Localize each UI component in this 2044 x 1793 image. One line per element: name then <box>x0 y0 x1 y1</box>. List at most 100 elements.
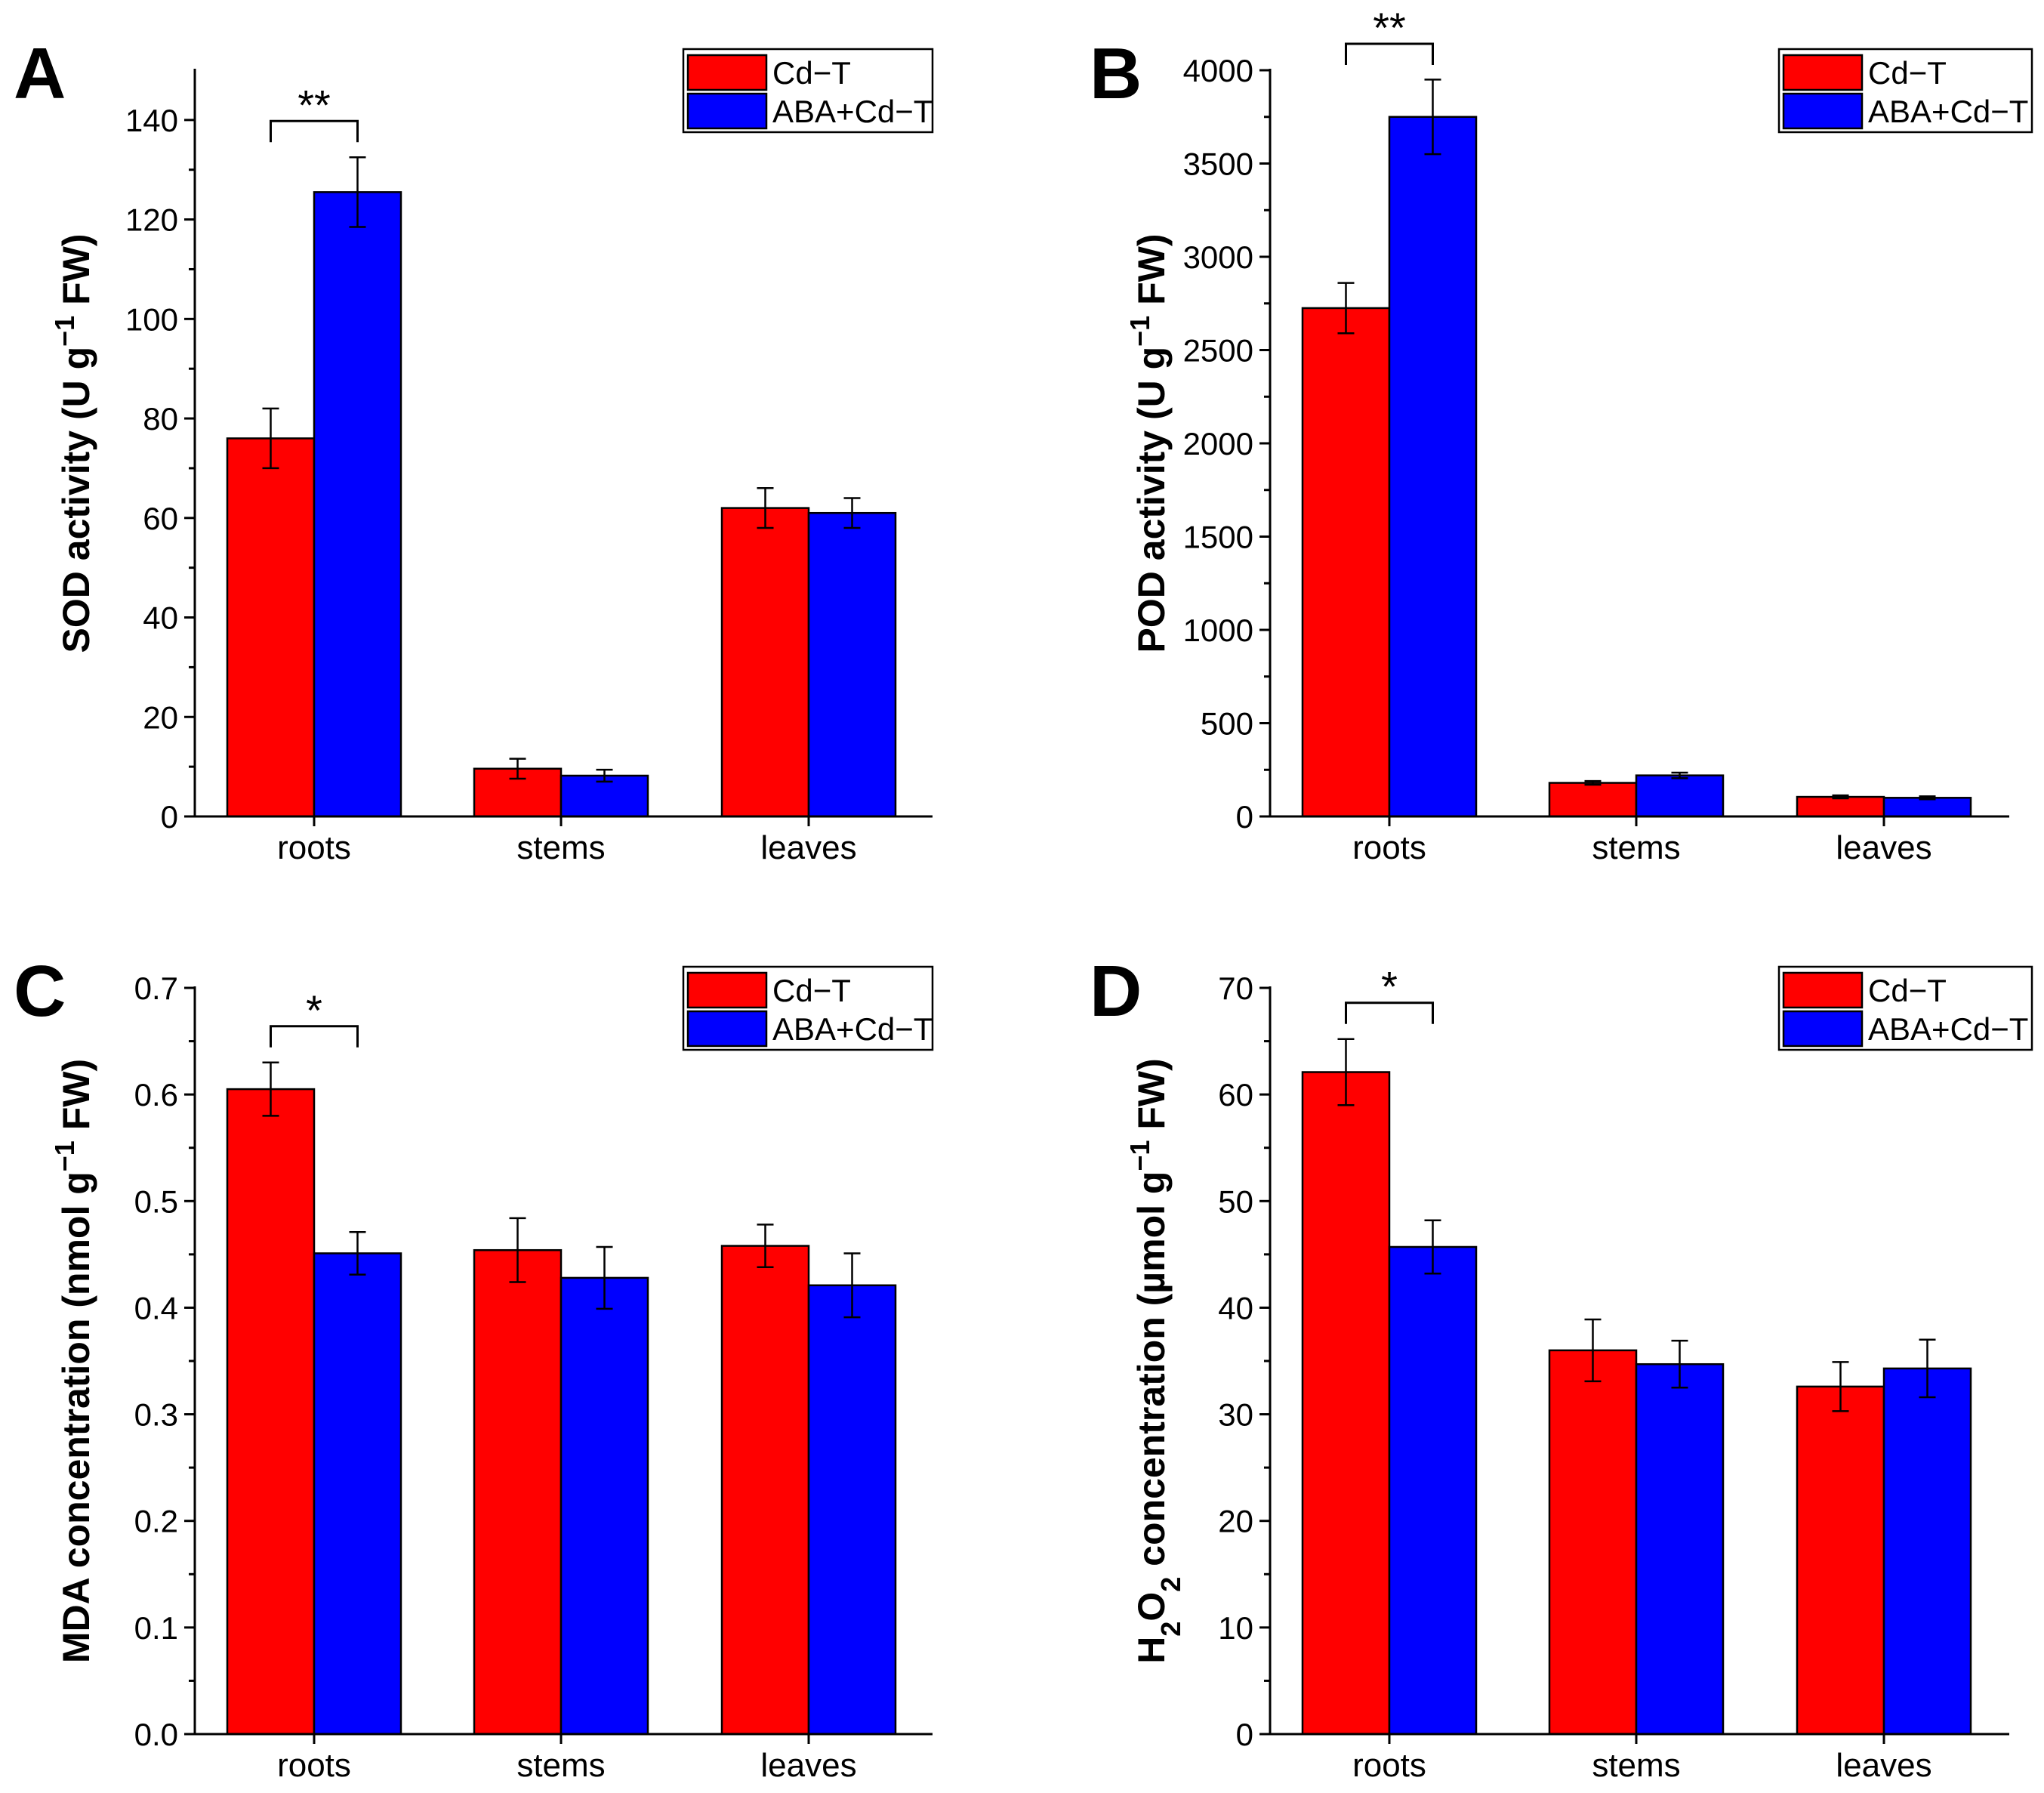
y-tick-label: 0 <box>1236 799 1253 835</box>
x-tick-label: roots <box>277 1747 351 1784</box>
bar-roots-aba-cd-t <box>1388 116 1478 818</box>
significance-label: * <box>1381 963 1398 1011</box>
error-bar <box>509 758 526 780</box>
error-bar <box>1671 771 1688 779</box>
error-bar <box>757 1224 774 1269</box>
y-tick-label: 3000 <box>1183 239 1253 275</box>
bar-roots-cd-t <box>1301 307 1391 818</box>
bar-roots-cd-t <box>1301 1071 1391 1736</box>
significance-label: ** <box>1373 4 1406 51</box>
y-tick-label: 20 <box>1218 1504 1253 1539</box>
legend-swatch <box>686 1010 768 1048</box>
error-bar <box>1832 1361 1849 1412</box>
panel-letter: B <box>1090 33 1142 114</box>
bar-roots-aba-cd-t <box>313 191 402 818</box>
bar-leaves-cd-t <box>720 507 810 818</box>
legend-label: ABA+Cd−T <box>1868 94 2028 129</box>
y-tick-label: 20 <box>143 699 178 735</box>
y-tick-label: 100 <box>125 301 178 337</box>
legend-label: Cd−T <box>1868 55 1947 91</box>
x-tick-label: roots <box>1352 1747 1426 1784</box>
error-bar <box>262 407 279 470</box>
legend-label: ABA+Cd−T <box>1868 1011 2028 1047</box>
y-tick-label: 30 <box>1218 1397 1253 1433</box>
panel-letter: C <box>14 951 66 1032</box>
bar-stems-aba-cd-t <box>1635 1362 1725 1736</box>
error-bar <box>843 497 861 529</box>
y-tick-label: 0.6 <box>134 1077 178 1113</box>
y-tick-label: 80 <box>143 401 178 437</box>
legend-label: Cd−T <box>1868 973 1947 1008</box>
bar-leaves-cd-t <box>1796 795 1885 818</box>
y-tick-label: 1500 <box>1183 520 1253 555</box>
bar-leaves-aba-cd-t <box>1882 797 1972 818</box>
bar-stems-cd-t <box>1548 1349 1638 1736</box>
y-tick-label: 3500 <box>1183 147 1253 182</box>
error-bar <box>1584 779 1602 786</box>
y-tick-label: 500 <box>1201 706 1253 742</box>
y-tick-label: 10 <box>1218 1610 1253 1646</box>
y-tick-label: 0 <box>1236 1717 1253 1752</box>
x-tick-label: leaves <box>1836 829 1931 866</box>
significance-bracket <box>1345 1001 1434 1024</box>
error-bar <box>1337 1038 1355 1106</box>
x-tick-label: leaves <box>1836 1747 1931 1784</box>
y-tick-label: 0.7 <box>134 971 178 1006</box>
x-tick-label: stems <box>516 829 605 866</box>
bar-leaves-cd-t <box>720 1245 810 1736</box>
bar-roots-aba-cd-t <box>1388 1245 1478 1736</box>
y-tick-label: 1000 <box>1183 613 1253 648</box>
bar-leaves-cd-t <box>1796 1385 1885 1736</box>
x-tick-label: leaves <box>760 1747 856 1784</box>
significance-label: ** <box>298 81 331 128</box>
x-tick-label: roots <box>1352 829 1426 866</box>
y-tick-label: 70 <box>1218 971 1253 1006</box>
legend-swatch <box>1782 971 1864 1009</box>
bar-stems-cd-t <box>1548 782 1638 818</box>
error-bar <box>1671 1339 1688 1389</box>
legend-swatch <box>1782 92 1864 130</box>
x-tick-label: stems <box>516 1747 605 1784</box>
x-tick-label: roots <box>277 829 351 866</box>
y-axis-title: MDA concentration (nmol g−1 FW) <box>49 1059 98 1663</box>
significance-bracket <box>1345 42 1434 65</box>
y-tick-label: 0.3 <box>134 1397 178 1433</box>
error-bar <box>509 1217 526 1283</box>
significance-bracket <box>270 1025 359 1048</box>
error-bar <box>1337 282 1355 335</box>
y-tick-label: 4000 <box>1183 53 1253 88</box>
x-tick-label: stems <box>1592 829 1680 866</box>
y-tick-label: 0.1 <box>134 1610 178 1646</box>
y-tick-label: 120 <box>125 202 178 238</box>
legend-swatch <box>686 971 768 1009</box>
y-tick-label: 40 <box>143 600 178 636</box>
error-bar <box>1424 79 1441 156</box>
y-tick-label: 0 <box>161 799 178 835</box>
significance-label: * <box>306 986 322 1034</box>
bar-stems-aba-cd-t <box>560 1276 649 1736</box>
x-tick-label: leaves <box>760 829 856 866</box>
y-tick-label: 60 <box>1218 1077 1253 1113</box>
error-bar <box>596 768 613 783</box>
bar-stems-cd-t <box>473 1248 563 1736</box>
y-tick-label: 40 <box>1218 1290 1253 1325</box>
legend-label: ABA+Cd−T <box>772 1011 933 1047</box>
error-bar <box>262 1061 279 1117</box>
y-tick-label: 50 <box>1218 1184 1253 1219</box>
bar-roots-aba-cd-t <box>313 1252 402 1736</box>
error-bar <box>596 1245 613 1310</box>
legend-swatch <box>686 92 768 130</box>
y-axis-title: SOD activity (U g−1 FW) <box>49 234 98 653</box>
error-bar <box>843 1252 861 1319</box>
y-tick-label: 140 <box>125 103 178 138</box>
bar-roots-cd-t <box>226 1088 316 1736</box>
